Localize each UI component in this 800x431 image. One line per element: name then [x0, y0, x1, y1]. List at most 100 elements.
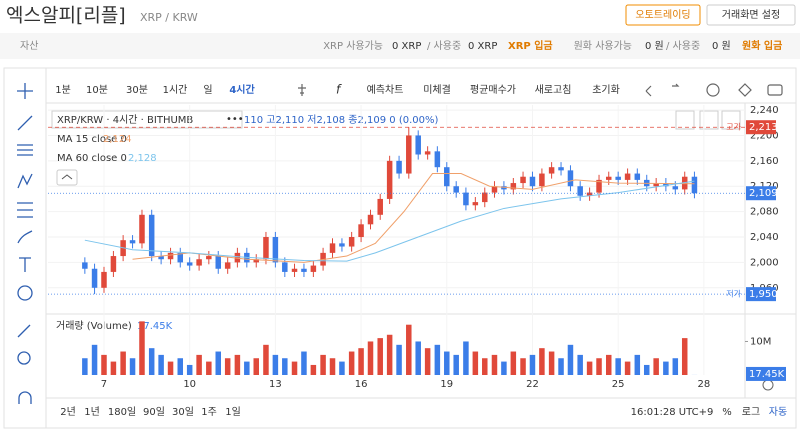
volume-bar — [577, 354, 583, 375]
auto-trading-button[interactable]: 오토트레이딩 — [635, 9, 690, 21]
magnet-tool[interactable] — [18, 391, 32, 404]
chart-panel — [3, 67, 797, 429]
tool-button[interactable]: 평균매수가 — [470, 84, 516, 96]
fib-tool[interactable] — [17, 144, 33, 156]
volume-bar — [605, 354, 612, 375]
candle-body — [653, 183, 659, 187]
candle-body — [310, 265, 317, 272]
chart-type-icon[interactable] — [298, 84, 306, 96]
projection-tool[interactable] — [17, 202, 33, 218]
button-frame[interactable] — [706, 4, 796, 26]
legend-entry: MA 60 close 0 — [57, 153, 127, 164]
volume-bar — [348, 351, 355, 375]
scale-option[interactable]: 자동 — [769, 406, 787, 418]
tool-button[interactable]: 예측차트 — [367, 84, 404, 96]
pane-button[interactable] — [699, 110, 719, 130]
legend-more[interactable]: ••• — [226, 114, 244, 125]
emoji-tool[interactable] — [17, 285, 33, 301]
deposit-link[interactable]: 원화 입금 — [742, 39, 782, 52]
volume-bar — [377, 338, 383, 375]
tool-button[interactable]: 새로고침 — [535, 84, 572, 96]
volume-bar — [263, 344, 269, 375]
indicator-icon[interactable]: f — [336, 83, 342, 97]
candle-body — [101, 271, 107, 288]
candle-body — [339, 243, 345, 247]
candle-body — [282, 262, 288, 272]
scale-option[interactable]: % — [722, 407, 732, 418]
text-tool[interactable] — [19, 257, 31, 272]
range-button[interactable]: 2년 — [60, 406, 76, 418]
range-button[interactable]: 90일 — [143, 406, 165, 418]
price-label: 2,109 — [749, 188, 778, 199]
zoom-tool[interactable] — [17, 351, 31, 365]
volume-bar — [253, 358, 259, 375]
volume-bar — [643, 364, 650, 375]
legend-ohlc: 110 고2,110 저2,108 종2,109 0 (0.00%) — [244, 114, 438, 126]
candle-body — [291, 268, 298, 272]
volume-bar — [186, 364, 193, 375]
range-button[interactable]: 1일 — [225, 406, 241, 418]
button-frame[interactable] — [625, 4, 701, 26]
undo-redo-icons[interactable] — [645, 83, 680, 97]
price-label-box — [746, 287, 776, 302]
interval-button[interactable]: 10분 — [86, 84, 108, 96]
line-tool[interactable] — [17, 115, 33, 131]
candle-body — [224, 262, 231, 269]
collapse-button[interactable] — [56, 169, 78, 186]
volume-bar — [301, 351, 307, 375]
candle-body — [272, 237, 279, 263]
candle-body — [463, 192, 469, 206]
pattern-tool[interactable] — [17, 173, 33, 189]
tool-button[interactable]: 미체결 — [423, 84, 451, 96]
ruler-tool[interactable] — [17, 324, 31, 338]
settings-icon[interactable] — [738, 83, 752, 97]
volume-bar — [129, 358, 136, 375]
volume-bar — [110, 361, 117, 375]
candle-body — [529, 176, 536, 187]
camera-icon[interactable] — [767, 84, 783, 96]
y-tick-label: 10M — [750, 336, 771, 347]
volume-bar — [177, 358, 184, 375]
collapse-icon — [61, 174, 73, 180]
brush-tool[interactable] — [17, 230, 33, 244]
settings-button[interactable]: 거래화면 설정 — [722, 9, 780, 21]
candle-body — [424, 151, 431, 155]
candle-body — [158, 256, 164, 260]
interval-button[interactable]: 4시간 — [229, 83, 255, 96]
tool-button[interactable]: 초기화 — [592, 84, 620, 96]
interval-button[interactable]: 일 — [203, 84, 212, 96]
range-button[interactable]: 30일 — [172, 406, 194, 418]
range-button[interactable]: 180일 — [108, 406, 136, 418]
range-button[interactable]: 1주 — [201, 407, 217, 418]
scale-option[interactable]: 로그 — [742, 407, 760, 418]
search-icon[interactable] — [706, 83, 720, 97]
interval-button[interactable]: 1시간 — [163, 84, 188, 96]
candle-body — [367, 214, 374, 225]
drawing-tools — [17, 83, 33, 404]
volume-bar — [272, 354, 279, 375]
label: / 사용중 — [666, 40, 700, 52]
interval-button[interactable]: 30분 — [126, 84, 148, 96]
crosshair-tool[interactable] — [17, 83, 33, 99]
interval-button[interactable]: 1분 — [55, 84, 71, 96]
candle-body — [539, 173, 545, 187]
axis-settings[interactable] — [762, 379, 774, 391]
range-button[interactable]: 1년 — [84, 406, 100, 418]
volume-bar — [310, 364, 317, 375]
pane-button[interactable] — [721, 110, 741, 130]
volume-bar — [329, 358, 336, 375]
candle-body — [596, 179, 602, 193]
candle-body — [577, 186, 583, 196]
volume-bar — [282, 358, 288, 375]
x-tick-label: 25 — [612, 379, 625, 390]
candle-body — [406, 135, 412, 174]
volume-bar — [539, 348, 545, 375]
candle-body — [129, 240, 136, 244]
candle-body — [491, 186, 498, 193]
candle-body — [605, 176, 612, 180]
moving-average — [132, 173, 695, 263]
value: 0 원 — [712, 40, 731, 52]
price-label: 1,950 — [749, 289, 778, 300]
pane-button[interactable] — [675, 110, 695, 130]
deposit-link[interactable]: XRP 입금 — [508, 39, 553, 52]
